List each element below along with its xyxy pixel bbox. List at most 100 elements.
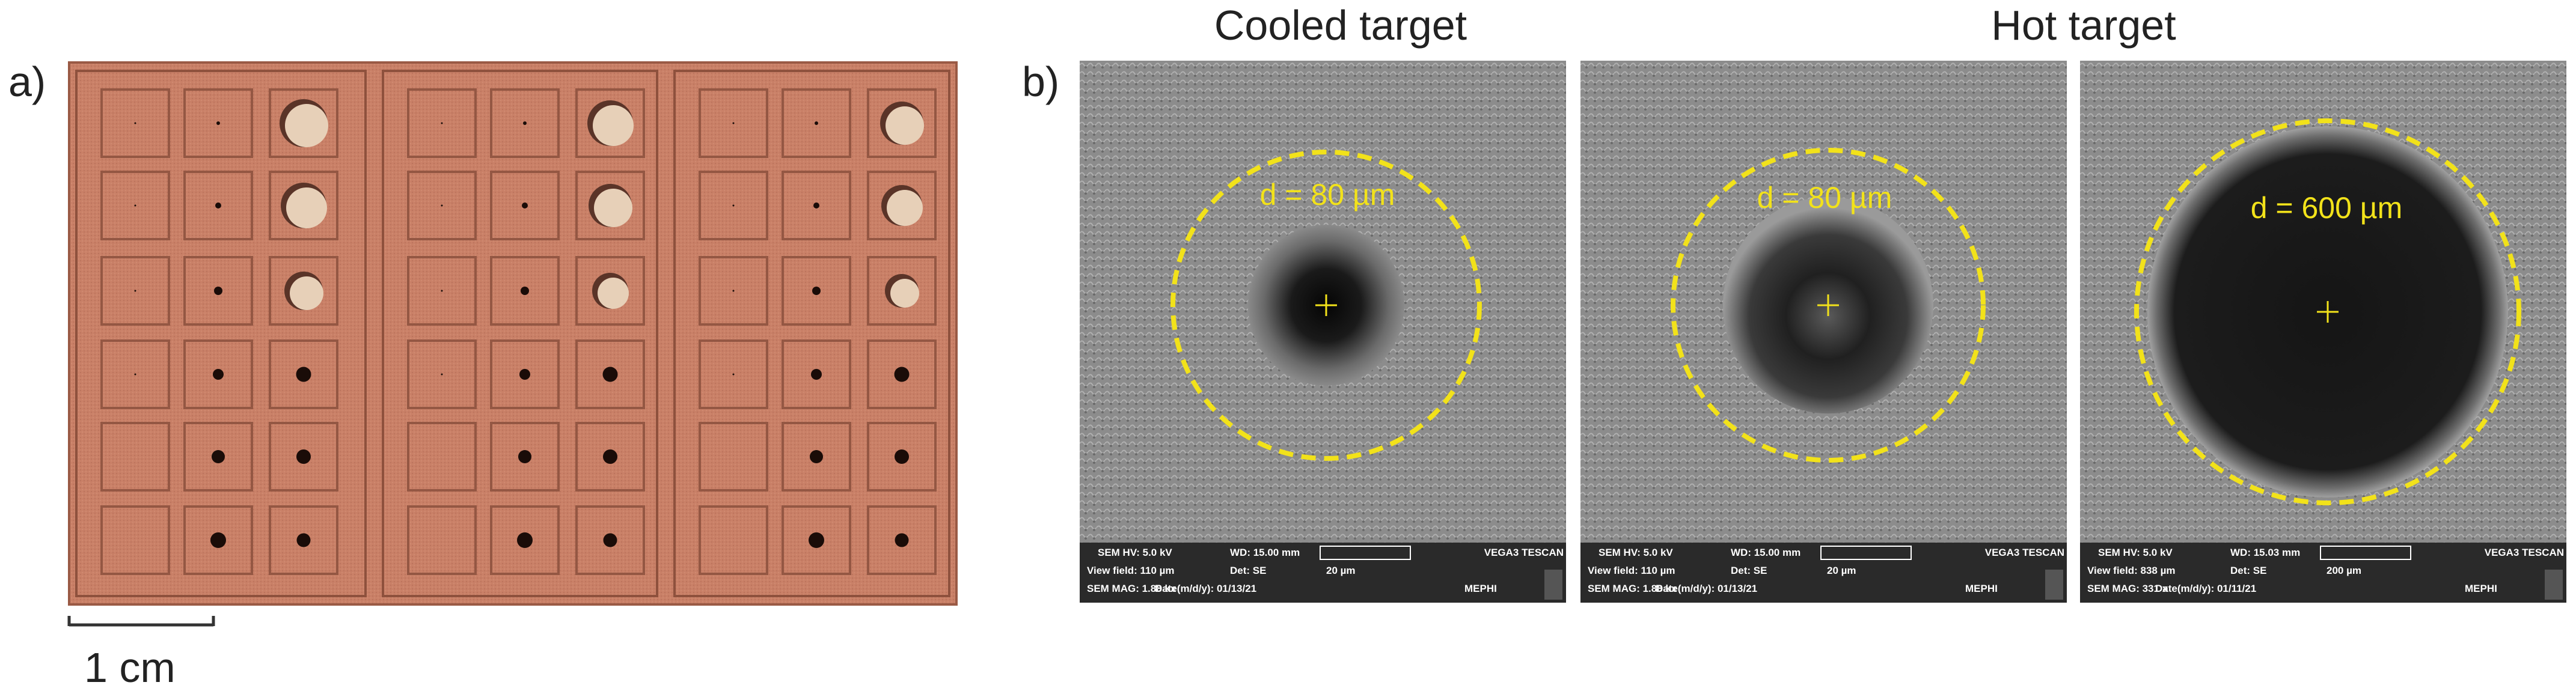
plate-cell xyxy=(575,256,645,326)
hole xyxy=(895,533,909,547)
hole xyxy=(810,450,823,463)
hole xyxy=(296,449,311,464)
group-title: Hot target xyxy=(1991,2,2176,49)
sem-info: WD: 15.00 mm xyxy=(1230,547,1300,558)
sem-info: Det: SE xyxy=(2230,565,2266,576)
hole xyxy=(441,204,443,207)
sem-image: d = 80 µm SEM HV: 5.0 kV WD: 15.00 mm VEGA3… xyxy=(1080,61,1566,603)
sem-info: SEM MAG: 331 x xyxy=(2087,583,2168,594)
sem-image: d = 80 µm SEM HV: 5.0 kV WD: 15.00 mm VEGA3… xyxy=(1580,61,2067,603)
hole xyxy=(521,287,529,295)
sem-info: WD: 15.00 mm xyxy=(1731,547,1800,558)
info-bar xyxy=(1580,543,2067,603)
sem-info: Date(m/d/y): 01/11/21 xyxy=(2155,583,2256,594)
scale-ruler xyxy=(1820,546,1912,560)
sem-info: 20 µm xyxy=(1827,565,1856,576)
hole-bottom xyxy=(887,190,923,226)
hole xyxy=(518,450,531,463)
hole-bottom xyxy=(593,105,634,146)
sem-info: Det: SE xyxy=(1230,565,1266,576)
hole xyxy=(813,202,819,209)
hole xyxy=(811,369,822,380)
hole xyxy=(894,367,910,382)
hole xyxy=(522,202,528,209)
hole-bottom xyxy=(890,279,919,308)
logo xyxy=(2045,570,2063,600)
hole xyxy=(296,367,311,382)
hole xyxy=(809,532,824,548)
hole-bottom xyxy=(594,189,632,227)
hole xyxy=(296,533,311,547)
plate-cell xyxy=(782,422,851,492)
sem-info: SEM HV: 5.0 kV xyxy=(1599,547,1673,558)
hole xyxy=(441,373,443,376)
plate-section xyxy=(382,70,658,597)
plate-section xyxy=(673,70,950,597)
diameter-circle xyxy=(1170,150,1482,461)
hole xyxy=(732,373,735,376)
group-title: Cooled target xyxy=(1214,2,1467,49)
sem-info: SEM MAG: 1.88 kx xyxy=(1087,583,1176,594)
sem-info: VEGA3 TESCAN xyxy=(1985,547,2064,558)
sem-info: Date(m/d/y): 01/13/21 xyxy=(1155,583,1256,594)
hole xyxy=(812,287,821,295)
sem-info: 200 µm xyxy=(2327,565,2361,576)
hole-bottom xyxy=(598,278,629,309)
sem-info: VEGA3 TESCAN xyxy=(2485,547,2564,558)
info-bar xyxy=(1080,543,1566,603)
hole xyxy=(216,121,220,125)
scale-ruler xyxy=(2320,546,2411,560)
hole xyxy=(210,532,226,548)
diameter-circle xyxy=(1671,148,1986,463)
hole xyxy=(441,290,443,292)
diameter-circle xyxy=(2134,118,2521,505)
sem-info: 20 µm xyxy=(1326,565,1356,576)
hole xyxy=(134,204,136,207)
hole xyxy=(895,449,909,464)
sem-info: MEPHI xyxy=(2465,583,2497,594)
hole xyxy=(441,122,443,124)
plate-cell xyxy=(782,339,851,409)
hole xyxy=(815,121,818,125)
panel-label: a) xyxy=(8,58,46,105)
copper-plate xyxy=(68,61,958,606)
sem-info: View field: 838 µm xyxy=(2087,565,2175,576)
hole xyxy=(519,369,530,380)
plate-cell xyxy=(100,505,170,575)
center-cross xyxy=(2317,301,2339,323)
hole-bottom xyxy=(286,187,327,228)
hole xyxy=(603,449,617,464)
hole xyxy=(602,367,618,382)
hole xyxy=(732,204,735,207)
diameter-label: d = 80 µm xyxy=(1260,178,1395,212)
hole xyxy=(523,121,527,125)
hole xyxy=(134,122,136,124)
plate-cell xyxy=(407,422,477,492)
sem-image: d = 600 µm SEM HV: 5.0 kV WD: 15.03 mm VEGA… xyxy=(2080,61,2566,603)
sem-info: View field: 110 µm xyxy=(1087,565,1175,576)
sem-info: Det: SE xyxy=(1731,565,1767,576)
hole xyxy=(732,290,735,292)
diameter-label: d = 80 µm xyxy=(1757,181,1892,215)
sem-info: SEM MAG: 1.88 kx xyxy=(1588,583,1677,594)
center-cross xyxy=(1315,294,1337,316)
center-cross xyxy=(1817,294,1839,316)
plate-cell xyxy=(699,505,768,575)
hole xyxy=(214,287,222,295)
sem-info: WD: 15.03 mm xyxy=(2230,547,2300,558)
logo xyxy=(2545,570,2563,600)
diameter-label: d = 600 µm xyxy=(2251,191,2403,225)
hole-bottom xyxy=(886,106,924,145)
plate-cell xyxy=(100,422,170,492)
hole-bottom xyxy=(285,104,328,147)
scale-bar-label: 1 cm xyxy=(84,644,176,691)
hole xyxy=(517,532,533,548)
sem-info: VEGA3 TESCAN xyxy=(1484,547,1564,558)
logo xyxy=(1544,570,1562,600)
sem-info: Date(m/d/y): 01/13/21 xyxy=(1656,583,1757,594)
plate-cell xyxy=(269,256,338,326)
info-bar xyxy=(2080,543,2566,603)
hole xyxy=(215,202,221,209)
